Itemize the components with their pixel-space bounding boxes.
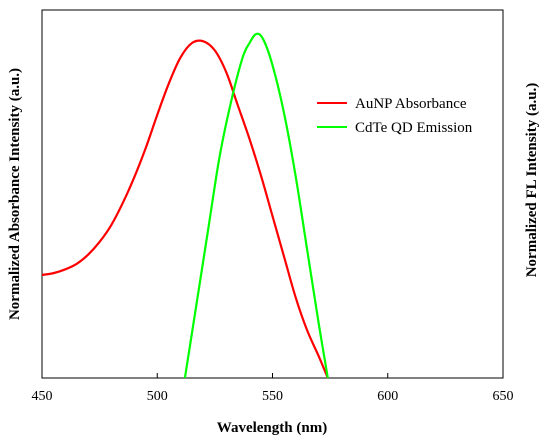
x-axis-title: Wavelength (nm) bbox=[217, 420, 327, 436]
series-line-aunp-absorbance bbox=[41, 39, 329, 379]
y-axis-right-title: Normalized FL Intensity (a.u.) bbox=[524, 83, 540, 278]
x-axis: 450 500 550 600 650 bbox=[32, 373, 514, 404]
x-tick-label-650: 650 bbox=[493, 389, 514, 404]
legend: AuNP Absorbance CdTe QD Emission bbox=[317, 96, 473, 136]
series-line-cdte-qd-emission bbox=[183, 32, 329, 379]
series-layer bbox=[41, 32, 329, 379]
x-tick-label-450: 450 bbox=[32, 389, 53, 404]
y-axis-left-title: Normalized Absorbance Intensity (a.u.) bbox=[7, 68, 23, 320]
x-tick-label-500: 500 bbox=[147, 389, 168, 404]
x-tick-label-600: 600 bbox=[377, 389, 398, 404]
x-tick-label-550: 550 bbox=[262, 389, 283, 404]
legend-label-aunp: AuNP Absorbance bbox=[355, 96, 467, 112]
legend-label-cdte: CdTe QD Emission bbox=[355, 120, 473, 136]
